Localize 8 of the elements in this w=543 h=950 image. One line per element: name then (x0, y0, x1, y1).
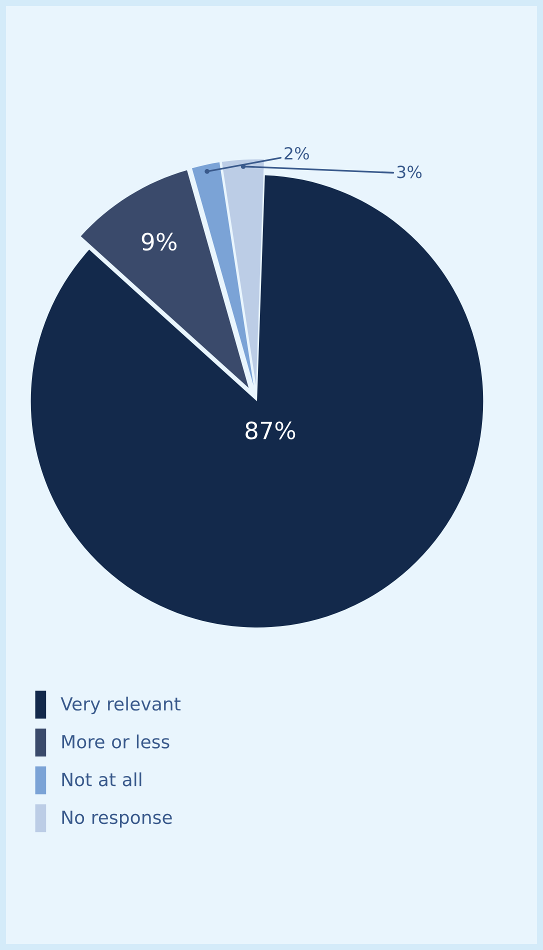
legend-label: More or less (62, 734, 170, 749)
data-label: 2% (284, 147, 309, 160)
data-label: 87% (246, 422, 296, 440)
legend-label: Very relevant (60, 696, 181, 714)
data-label: 3% (397, 166, 422, 178)
legend-label: No response (62, 810, 172, 828)
data-label: 9% (142, 232, 177, 251)
legend-label: Not at all (62, 772, 142, 786)
